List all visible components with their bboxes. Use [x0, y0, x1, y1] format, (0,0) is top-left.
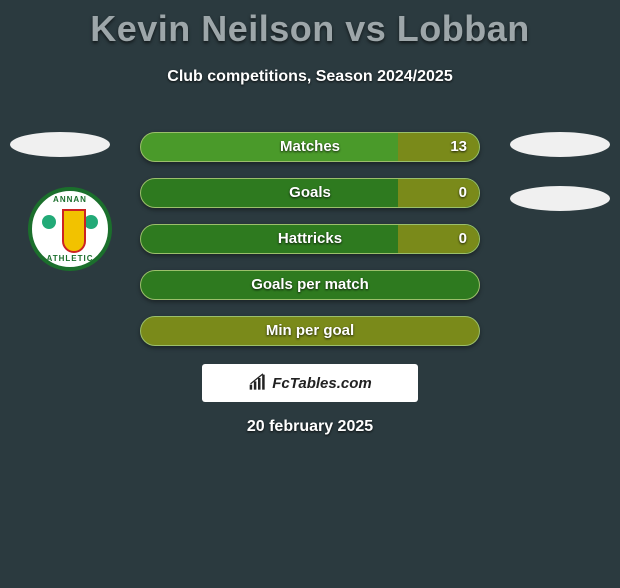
stat-bar-goals-per-match: Goals per match — [140, 270, 480, 300]
stat-bar-matches: Matches 13 — [140, 132, 480, 162]
club-badge-bottom-text: ATHLETIC — [32, 254, 108, 263]
club-shield-icon — [62, 209, 86, 253]
stat-bar-hattricks: Hattricks 0 — [140, 224, 480, 254]
stat-label: Min per goal — [141, 317, 479, 345]
player-right-avatar-1 — [510, 132, 610, 157]
player-left-avatar — [10, 132, 110, 157]
thistle-icon — [84, 215, 98, 229]
thistle-icon — [42, 215, 56, 229]
stat-label: Goals per match — [141, 271, 479, 299]
brand-label: FcTables.com — [272, 375, 371, 392]
bar-chart-icon — [248, 373, 268, 393]
club-badge-top-text: ANNAN — [32, 195, 108, 204]
stat-label: Hattricks — [141, 225, 479, 253]
stat-label: Matches — [141, 133, 479, 161]
date-label: 20 february 2025 — [0, 418, 620, 436]
stat-bar-goals: Goals 0 — [140, 178, 480, 208]
stat-bars: Matches 13 Goals 0 Hattricks 0 Goals per… — [140, 132, 480, 362]
stat-label: Goals — [141, 179, 479, 207]
subtitle: Club competitions, Season 2024/2025 — [0, 68, 620, 86]
player-right-avatar-2 — [510, 186, 610, 211]
stat-value: 13 — [450, 133, 467, 161]
page-title: Kevin Neilson vs Lobban — [0, 8, 620, 50]
stat-value: 0 — [459, 225, 467, 253]
stat-value: 0 — [459, 179, 467, 207]
brand-box[interactable]: FcTables.com — [202, 364, 418, 402]
stat-bar-min-per-goal: Min per goal — [140, 316, 480, 346]
club-badge: ANNAN ATHLETIC — [28, 187, 112, 271]
